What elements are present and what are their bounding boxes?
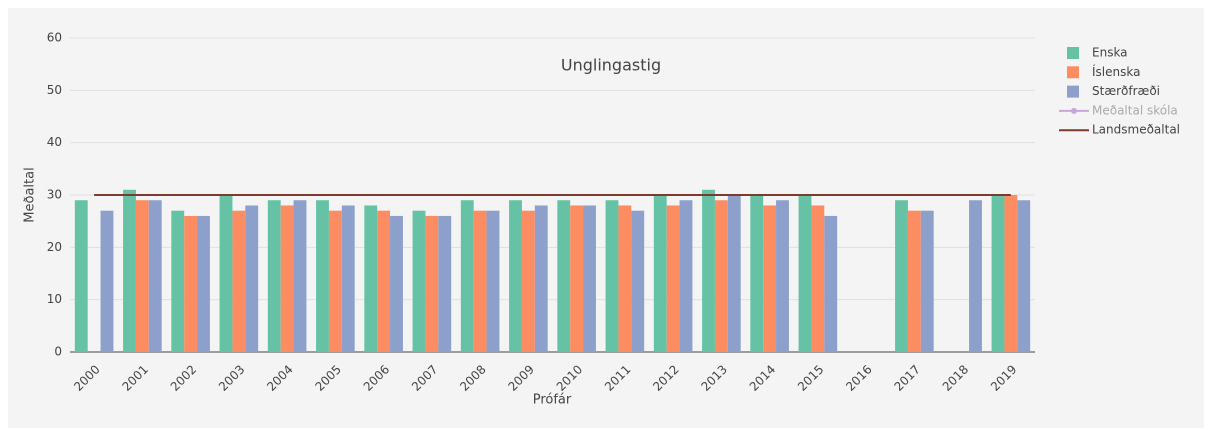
bar: [425, 215, 439, 352]
bar: [473, 210, 487, 352]
bar: [377, 210, 391, 352]
y-tick-label: 50: [47, 83, 62, 97]
chart-title: Unglingastig: [561, 56, 661, 75]
legend-label: Stærðfræði: [1092, 84, 1160, 98]
y-axis-title: Meðaltal: [23, 167, 38, 222]
legend-label: Meðaltal skóla: [1092, 103, 1178, 117]
bar: [1017, 200, 1031, 352]
bar: [824, 215, 838, 352]
y-tick-label: 60: [47, 31, 62, 45]
y-tick-label: 40: [47, 135, 62, 149]
bar: [618, 205, 632, 352]
legend-marker: [1071, 107, 1077, 114]
x-axis-title: Prófár: [533, 393, 572, 408]
bar: [184, 215, 198, 352]
bar: [679, 200, 693, 352]
bar: [460, 200, 474, 352]
bar: [583, 205, 596, 352]
bar: [412, 210, 426, 352]
bar: [666, 205, 680, 352]
bar: [702, 189, 715, 352]
y-tick-label: 20: [47, 240, 62, 254]
bar: [907, 210, 921, 352]
bar: [293, 200, 307, 352]
legend-label: Enska: [1092, 46, 1128, 60]
bar: [267, 200, 281, 352]
bar: [534, 205, 548, 352]
bar: [509, 200, 522, 352]
bar: [74, 200, 88, 352]
bar: [969, 200, 982, 352]
bar: [991, 195, 1005, 352]
bar: [280, 205, 294, 352]
bar: [521, 210, 535, 352]
y-tick-label: 0: [54, 345, 62, 359]
y-tick-label: 10: [47, 292, 62, 306]
bar: [727, 195, 741, 352]
bar: [316, 200, 329, 352]
bar: [171, 210, 185, 352]
bar: [763, 205, 777, 352]
bar: [364, 205, 378, 352]
bar: [197, 215, 210, 352]
bar: [811, 205, 825, 352]
bar: [100, 210, 114, 352]
legend-label: Landsmeðaltal: [1092, 123, 1180, 137]
bar: [714, 200, 728, 352]
bar: [232, 210, 246, 352]
bar: [438, 215, 452, 352]
bar: [486, 210, 500, 352]
bar: [123, 189, 136, 352]
bar: [776, 200, 789, 352]
bar: [920, 210, 934, 352]
bar: [219, 195, 233, 352]
bar: [798, 195, 812, 352]
bar: [135, 200, 149, 352]
bar: [245, 205, 259, 352]
bar: [148, 200, 162, 352]
bar: [750, 195, 764, 352]
bar: [390, 215, 403, 352]
bar: [895, 200, 908, 352]
legend-label: Íslenska: [1092, 64, 1140, 79]
bar: [341, 205, 355, 352]
bar: [328, 210, 342, 352]
bar: [631, 210, 645, 352]
bar: [570, 205, 584, 352]
bar: [653, 195, 667, 352]
legend-swatch: [1067, 47, 1079, 59]
bar: [557, 200, 571, 352]
bar: [605, 200, 619, 352]
y-tick-label: 30: [47, 188, 62, 202]
legend-swatch: [1067, 85, 1079, 98]
bar: [1004, 195, 1018, 352]
legend-swatch: [1067, 66, 1079, 79]
